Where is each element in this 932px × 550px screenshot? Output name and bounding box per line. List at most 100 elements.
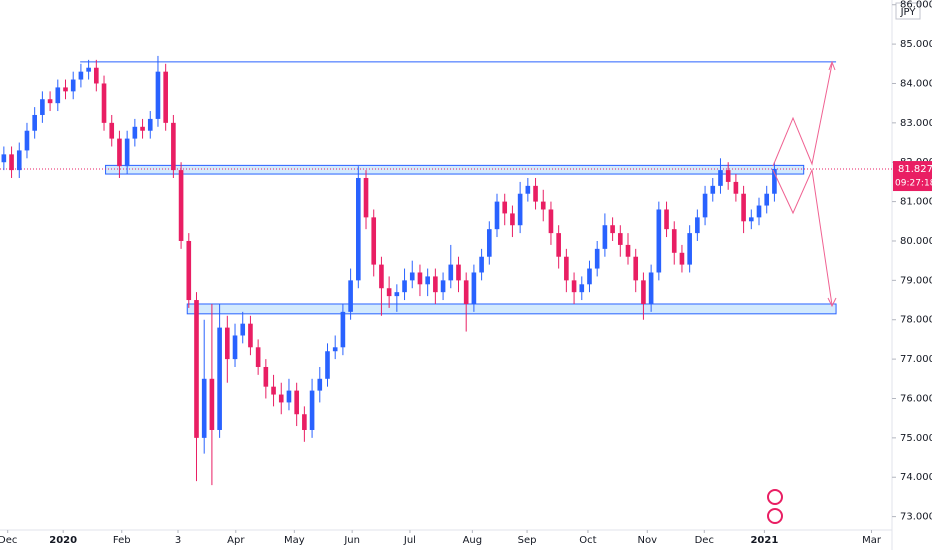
candle-body xyxy=(648,272,654,304)
candle-body xyxy=(687,233,692,265)
candle-body xyxy=(772,168,777,194)
candle-body xyxy=(633,256,639,281)
candle-body xyxy=(517,193,523,226)
candle-body xyxy=(286,390,292,403)
candle-body xyxy=(463,280,469,304)
last-price-label: 81.827 xyxy=(898,164,932,175)
y-tick-label: 75.000 xyxy=(900,433,932,444)
candle-body xyxy=(525,185,531,194)
x-tick-label: Aug xyxy=(463,535,483,546)
candle-body xyxy=(510,213,515,226)
candle-body xyxy=(725,170,731,182)
y-tick-label: 78.000 xyxy=(900,315,932,326)
candle-body xyxy=(741,193,746,222)
candle-body xyxy=(502,201,508,214)
candle-body xyxy=(271,386,276,395)
candle-body xyxy=(55,87,61,104)
logo-ring xyxy=(767,508,783,524)
x-tick-label: Feb xyxy=(113,535,131,546)
candle-body xyxy=(178,170,184,241)
candle-body xyxy=(240,323,246,336)
candle-body xyxy=(248,323,253,348)
arrow-head-up xyxy=(828,60,836,71)
candle-body xyxy=(340,311,346,348)
candle-body xyxy=(63,87,68,92)
candle-body xyxy=(625,244,631,257)
logo xyxy=(767,489,783,524)
candle-body xyxy=(733,181,739,194)
zone xyxy=(105,164,805,175)
arrow-head-down xyxy=(827,297,837,308)
candle-body xyxy=(209,378,215,430)
candle-body xyxy=(617,233,623,245)
y-tick-label: 80.000 xyxy=(900,236,932,247)
currency: JPY xyxy=(900,7,917,18)
candle-body xyxy=(587,268,592,285)
candle-body xyxy=(309,390,315,430)
candle-body xyxy=(641,280,646,304)
candle-body xyxy=(363,177,369,218)
candle-body xyxy=(101,83,107,123)
candle-body xyxy=(1,154,7,163)
zone xyxy=(186,303,837,315)
candle-body xyxy=(695,217,700,234)
y-tick-label: 77.000 xyxy=(900,354,932,365)
candle-body xyxy=(194,300,199,438)
logo-ring xyxy=(767,489,783,505)
candle-body xyxy=(402,280,407,293)
candle-body xyxy=(571,280,577,293)
candle-body xyxy=(225,327,230,360)
candle-body xyxy=(748,217,754,222)
candle-body xyxy=(379,264,384,289)
projection-up xyxy=(772,63,833,167)
candle-body xyxy=(494,201,500,230)
candle-body xyxy=(440,280,446,293)
candle-body xyxy=(456,264,461,281)
candle-body xyxy=(163,71,168,123)
candle-body xyxy=(325,351,330,379)
x-tick-label: Dec xyxy=(0,535,17,546)
x-tick-label: Dec xyxy=(695,535,714,546)
candle-body xyxy=(702,193,708,218)
y-tick-label: 79.000 xyxy=(900,275,932,286)
candle-body xyxy=(317,378,323,391)
candle-body xyxy=(40,99,45,115)
countdown: 09:27:18 xyxy=(895,179,932,189)
candle-body xyxy=(70,79,76,92)
candle-body xyxy=(201,378,207,438)
candle-body xyxy=(147,118,153,131)
candle-body xyxy=(764,193,770,206)
candle-body xyxy=(417,272,423,285)
candle-body xyxy=(594,248,600,269)
candle-body xyxy=(109,122,115,139)
candle-body xyxy=(78,71,84,80)
candle-body xyxy=(679,252,685,265)
candles xyxy=(1,55,777,486)
candle-body xyxy=(294,390,299,415)
candle-body xyxy=(278,394,284,403)
candle-body xyxy=(471,272,477,304)
candle-body xyxy=(332,347,338,352)
candle-body xyxy=(348,280,353,312)
drawings xyxy=(0,61,892,315)
candle-body xyxy=(479,256,484,273)
x-tick-label: 3 xyxy=(175,535,181,546)
candle-body xyxy=(117,138,122,167)
candle-body xyxy=(16,150,22,171)
candle-body xyxy=(24,130,30,151)
candle-body xyxy=(718,170,723,186)
candle-body xyxy=(302,414,307,430)
candle-body xyxy=(409,272,415,281)
candle-body xyxy=(386,288,392,297)
candle-body xyxy=(171,122,176,171)
y-tick-label: 76.000 xyxy=(900,393,932,404)
y-tick-label: 73.000 xyxy=(900,512,932,523)
x-tick-label: 2021 xyxy=(750,535,778,546)
y-tick-label: 83.000 xyxy=(900,118,932,129)
candle-body xyxy=(602,225,608,249)
candle-body xyxy=(132,126,138,139)
candle-body xyxy=(486,229,492,257)
y-tick-label: 86.000 xyxy=(900,0,932,11)
candle-body xyxy=(556,233,561,257)
x-tick-label: Nov xyxy=(638,535,658,546)
